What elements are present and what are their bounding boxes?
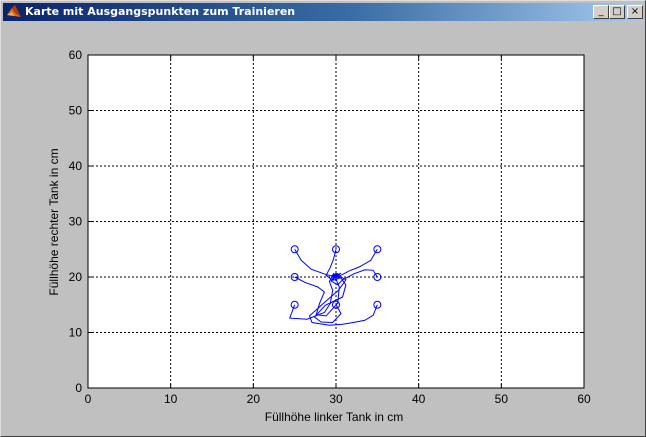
start-point-marker-7 bbox=[332, 300, 340, 309]
y-tick-label: 0 bbox=[75, 381, 82, 395]
trajectory-line-8 bbox=[308, 274, 378, 326]
start-point-marker-2 bbox=[332, 245, 340, 254]
minimize-button[interactable]: _ bbox=[593, 5, 609, 19]
x-tick-label: 10 bbox=[164, 392, 178, 406]
y-tick-label: 20 bbox=[69, 270, 83, 284]
x-tick-label: 30 bbox=[329, 392, 343, 406]
x-axis-label: Füllhöhe linker Tank in cm bbox=[265, 410, 404, 424]
y-tick-label: 10 bbox=[69, 326, 83, 340]
maximize-icon: □ bbox=[612, 6, 622, 17]
axis-ticks: 0 10 20 30 40 50 60 0 10 20 30 40 50 60 bbox=[69, 48, 591, 406]
close-button[interactable]: × bbox=[627, 5, 643, 19]
start-point-markers bbox=[290, 245, 382, 309]
window-title: Karte mit Ausgangspunkten zum Trainieren bbox=[25, 5, 296, 18]
close-icon: × bbox=[630, 6, 640, 17]
x-tick-label: 0 bbox=[85, 392, 92, 406]
minimize-icon: _ bbox=[598, 6, 604, 17]
y-tick-label: 40 bbox=[69, 159, 83, 173]
start-point-marker-5 bbox=[373, 273, 382, 281]
matlab-logo-icon bbox=[7, 5, 21, 17]
target-marker bbox=[332, 273, 340, 281]
start-point-marker-3 bbox=[373, 245, 382, 254]
start-point-marker-4 bbox=[290, 273, 299, 281]
y-tick-label: 60 bbox=[69, 48, 83, 62]
maximize-button[interactable]: □ bbox=[609, 5, 625, 19]
x-tick-label: 60 bbox=[577, 392, 591, 406]
x-tick-label: 50 bbox=[495, 392, 509, 406]
y-axis-label: Füllhöhe rechter Tank in cm bbox=[47, 148, 61, 295]
x-tick-label: 20 bbox=[247, 392, 261, 406]
y-tick-label: 50 bbox=[69, 104, 83, 118]
start-point-marker-6 bbox=[290, 300, 299, 309]
start-point-marker-8 bbox=[373, 300, 382, 309]
y-tick-label: 30 bbox=[69, 215, 83, 229]
x-tick-label: 40 bbox=[412, 392, 426, 406]
grid-lines bbox=[88, 55, 584, 388]
title-bar[interactable]: Karte mit Ausgangspunkten zum Trainieren… bbox=[3, 3, 643, 21]
start-point-marker-1 bbox=[290, 245, 299, 254]
